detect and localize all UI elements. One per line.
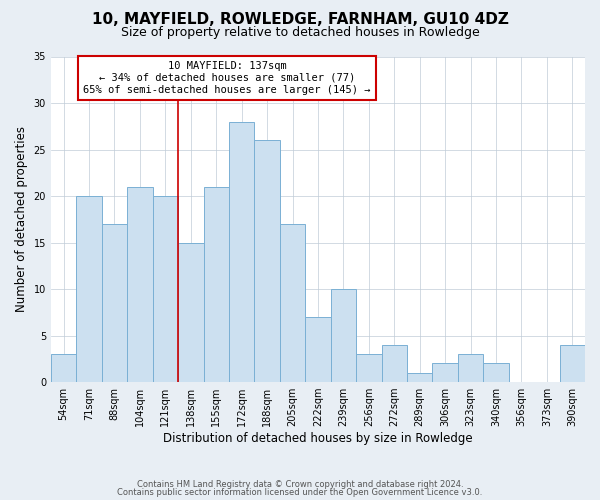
Bar bbox=[51, 354, 76, 382]
Bar bbox=[127, 186, 152, 382]
Text: Contains public sector information licensed under the Open Government Licence v3: Contains public sector information licen… bbox=[118, 488, 482, 497]
X-axis label: Distribution of detached houses by size in Rowledge: Distribution of detached houses by size … bbox=[163, 432, 473, 445]
Bar bbox=[152, 196, 178, 382]
Bar bbox=[331, 289, 356, 382]
Text: Contains HM Land Registry data © Crown copyright and database right 2024.: Contains HM Land Registry data © Crown c… bbox=[137, 480, 463, 489]
Bar bbox=[280, 224, 305, 382]
Bar bbox=[254, 140, 280, 382]
Text: 10 MAYFIELD: 137sqm
← 34% of detached houses are smaller (77)
65% of semi-detach: 10 MAYFIELD: 137sqm ← 34% of detached ho… bbox=[83, 62, 371, 94]
Bar bbox=[229, 122, 254, 382]
Bar bbox=[382, 345, 407, 382]
Bar bbox=[433, 364, 458, 382]
Bar bbox=[102, 224, 127, 382]
Text: Size of property relative to detached houses in Rowledge: Size of property relative to detached ho… bbox=[121, 26, 479, 39]
Bar bbox=[305, 317, 331, 382]
Y-axis label: Number of detached properties: Number of detached properties bbox=[15, 126, 28, 312]
Bar bbox=[356, 354, 382, 382]
Bar bbox=[407, 373, 433, 382]
Bar bbox=[76, 196, 102, 382]
Bar bbox=[203, 186, 229, 382]
Text: 10, MAYFIELD, ROWLEDGE, FARNHAM, GU10 4DZ: 10, MAYFIELD, ROWLEDGE, FARNHAM, GU10 4D… bbox=[92, 12, 508, 28]
Bar bbox=[483, 364, 509, 382]
Bar bbox=[560, 345, 585, 382]
Bar bbox=[178, 242, 203, 382]
Bar bbox=[458, 354, 483, 382]
